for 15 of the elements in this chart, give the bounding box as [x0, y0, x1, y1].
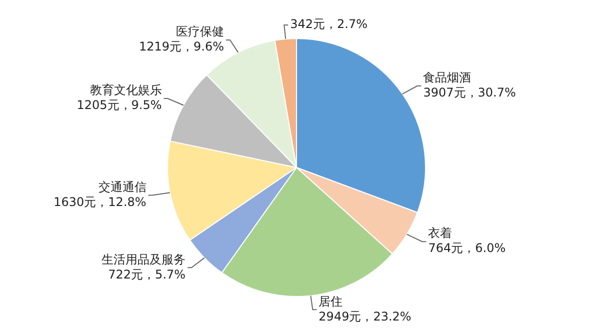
- data-label: 1219元，9.6%: [138, 40, 224, 54]
- data-label: 342元，2.7%: [290, 17, 368, 32]
- slice-label: 生活用品及服务: [102, 252, 186, 266]
- slice-label: 食品烟酒: [423, 70, 472, 85]
- data-label: 2949元，23.2%: [318, 309, 412, 324]
- slice-label: 居住: [318, 294, 343, 308]
- data-label: 764元，6.0%: [428, 241, 506, 256]
- data-label: 1630元，12.8%: [54, 194, 146, 209]
- slice-label: 医疗保健: [176, 24, 224, 39]
- slice-label: 教育文化娱乐: [90, 83, 162, 98]
- slice-label: 交通通信: [98, 180, 146, 194]
- data-label: 3907元，30.7%: [423, 86, 516, 100]
- data-label: 1205元，9.5%: [76, 98, 162, 112]
- slice-label: 衣着: [428, 226, 452, 240]
- data-label: 722元，5.7%: [108, 267, 186, 282]
